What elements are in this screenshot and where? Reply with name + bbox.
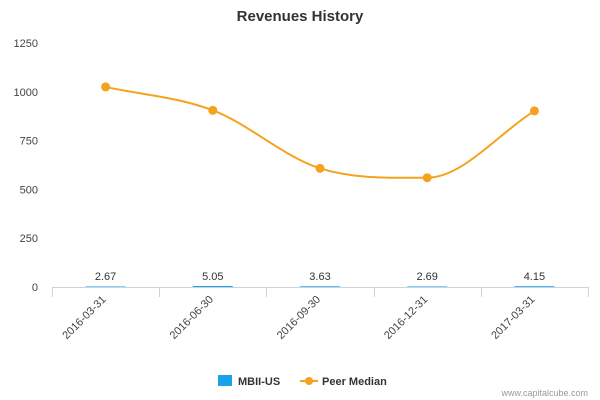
x-tick-label: 2016-03-31 xyxy=(60,294,108,342)
y-tick-label: 0 xyxy=(32,282,38,294)
bar-data-label: 5.05 xyxy=(202,271,223,283)
legend-mbii-swatch[interactable] xyxy=(218,375,232,386)
peer-median-point xyxy=(422,173,432,183)
y-tick-label: 250 xyxy=(20,233,38,245)
credit-text: www.capitalcube.com xyxy=(500,388,588,398)
y-tick-label: 1250 xyxy=(14,38,38,50)
legend-mbii-label[interactable]: MBII-US xyxy=(238,376,280,388)
bar-data-labels: 2.67 5.05 3.63 2.69 4.15 xyxy=(95,271,545,283)
peer-median-point xyxy=(529,106,539,116)
peer-median-point xyxy=(101,82,111,92)
y-tick-label: 500 xyxy=(20,184,38,196)
x-axis xyxy=(52,287,589,297)
x-tick-label: 2016-06-30 xyxy=(168,294,216,342)
x-tick-label: 2017-03-31 xyxy=(489,294,537,342)
legend-peer-median-label[interactable]: Peer Median xyxy=(322,376,387,388)
legend-peer-median-marker[interactable] xyxy=(305,377,313,385)
bar-data-label: 4.15 xyxy=(524,271,545,283)
bar-series-mbii xyxy=(85,286,555,287)
y-tick-label: 750 xyxy=(20,136,38,148)
x-tick-labels: 2016-03-31 2016-06-30 2016-09-30 2016-12-31… xyxy=(60,294,537,342)
y-tick-label: 1000 xyxy=(14,87,38,99)
line-series-peer-median xyxy=(101,82,539,183)
y-axis: 0 250 500 750 1000 1250 xyxy=(14,38,38,294)
bar xyxy=(300,286,340,287)
bar-data-label: 3.63 xyxy=(309,271,330,283)
peer-median-point xyxy=(208,105,218,115)
bar xyxy=(85,286,126,287)
bar xyxy=(192,286,233,287)
bar-data-label: 2.67 xyxy=(95,271,116,283)
x-tick-label: 2016-09-30 xyxy=(275,294,323,342)
bar-data-label: 2.69 xyxy=(416,271,437,283)
x-tick-label: 2016-12-31 xyxy=(382,294,430,342)
bar xyxy=(514,286,555,287)
chart-title: Revenues History xyxy=(237,8,364,25)
peer-median-point xyxy=(315,163,325,173)
legend: MBII-US Peer Median xyxy=(218,375,387,388)
bar xyxy=(407,286,448,287)
